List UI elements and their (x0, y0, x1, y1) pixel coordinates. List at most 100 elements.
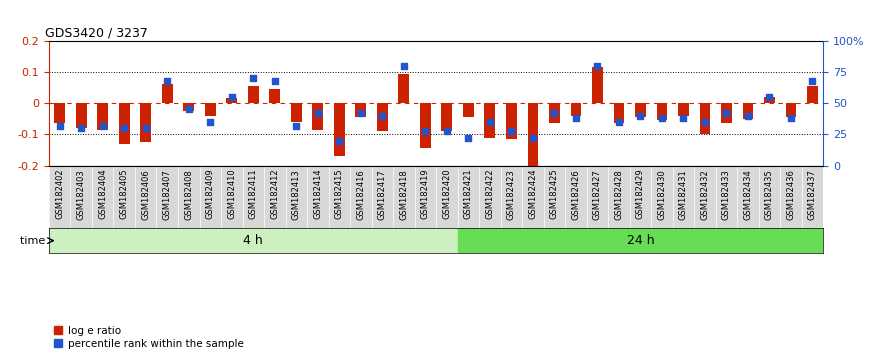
Text: GSM182409: GSM182409 (206, 169, 214, 219)
Bar (377, 103, 388, 131)
Text: GSM182410: GSM182410 (227, 169, 236, 219)
Point (719, 110, 733, 116)
Bar (334, 103, 344, 156)
Text: GSM182435: GSM182435 (765, 169, 774, 219)
Point (353, 110, 368, 116)
Point (247, 75, 261, 81)
Point (763, 94, 777, 100)
Text: GSM182432: GSM182432 (700, 169, 709, 219)
Text: GSM182437: GSM182437 (808, 169, 817, 219)
Point (634, 113, 648, 119)
Bar (291, 103, 302, 122)
Text: GSM182425: GSM182425 (550, 169, 559, 219)
Bar (312, 103, 323, 130)
Text: 4 h: 4 h (243, 234, 263, 247)
Point (440, 128, 454, 133)
Point (590, 63, 604, 69)
Bar (635, 103, 646, 117)
Bar (549, 103, 560, 124)
Bar (76, 103, 86, 128)
Point (332, 138, 346, 143)
Point (376, 113, 390, 119)
Point (139, 125, 153, 131)
Text: GSM182416: GSM182416 (356, 169, 365, 219)
Point (805, 78, 820, 84)
Point (698, 119, 712, 125)
Point (74, 125, 88, 131)
Text: GSM182402: GSM182402 (55, 169, 64, 219)
Bar (119, 103, 130, 144)
Point (676, 115, 691, 121)
Text: GSM182405: GSM182405 (120, 169, 129, 219)
Text: GSM182414: GSM182414 (313, 169, 322, 219)
Text: GSM182431: GSM182431 (679, 169, 688, 219)
Text: GSM182423: GSM182423 (507, 169, 516, 219)
Bar (786, 103, 797, 117)
Text: GSM182404: GSM182404 (98, 169, 107, 219)
Text: GSM182406: GSM182406 (142, 169, 150, 219)
Bar (506, 103, 517, 139)
Bar (765, 97, 775, 103)
Bar (592, 67, 603, 103)
Bar (54, 103, 65, 124)
Bar (183, 103, 194, 111)
Bar (270, 89, 280, 103)
Point (117, 125, 132, 131)
Text: GSM182407: GSM182407 (163, 169, 172, 219)
Bar (678, 103, 689, 116)
Bar (49, 228, 457, 253)
Bar (226, 98, 237, 103)
Text: GSM182418: GSM182418 (400, 169, 409, 219)
Text: GSM182436: GSM182436 (787, 169, 796, 219)
Point (569, 115, 583, 121)
Point (182, 107, 196, 112)
Text: GSM182420: GSM182420 (442, 169, 451, 219)
Bar (657, 103, 668, 120)
Bar (484, 103, 495, 138)
Bar (141, 103, 151, 142)
Legend: log e ratio, percentile rank within the sample: log e ratio, percentile rank within the … (54, 326, 244, 349)
Text: GSM182426: GSM182426 (571, 169, 580, 219)
Bar (807, 86, 818, 103)
Point (268, 78, 282, 84)
Text: GSM182424: GSM182424 (529, 169, 538, 219)
Point (418, 128, 433, 133)
Text: GSM182412: GSM182412 (271, 169, 279, 219)
Point (203, 119, 217, 125)
Bar (355, 103, 366, 117)
Point (482, 119, 497, 125)
Point (547, 110, 562, 116)
Point (289, 123, 303, 129)
Bar (528, 103, 538, 166)
Bar (742, 103, 753, 119)
Text: time: time (20, 236, 49, 246)
Point (397, 63, 411, 69)
Text: GSM182408: GSM182408 (184, 169, 193, 219)
Point (784, 115, 798, 121)
Point (740, 113, 755, 119)
Bar (162, 84, 173, 103)
Bar (700, 103, 710, 135)
Point (224, 94, 239, 100)
Text: GSM182428: GSM182428 (614, 169, 623, 219)
Text: GSM182413: GSM182413 (292, 169, 301, 219)
Bar (463, 103, 473, 117)
Text: GSM182411: GSM182411 (249, 169, 258, 219)
Bar (248, 86, 259, 103)
Bar (441, 103, 452, 131)
Text: GSM182434: GSM182434 (743, 169, 752, 219)
Point (655, 115, 669, 121)
Text: GSM182427: GSM182427 (593, 169, 602, 219)
Bar (721, 103, 732, 124)
Text: GSM182415: GSM182415 (335, 169, 344, 219)
Text: GSM182417: GSM182417 (378, 169, 387, 219)
Point (505, 128, 519, 133)
Point (95, 123, 109, 129)
Point (53, 123, 67, 129)
Text: GSM182433: GSM182433 (722, 169, 731, 219)
Text: GDS3420 / 3237: GDS3420 / 3237 (45, 27, 148, 40)
Text: GSM182430: GSM182430 (658, 169, 667, 219)
Text: GSM182422: GSM182422 (485, 169, 494, 219)
Bar (457, 228, 823, 253)
Point (611, 119, 626, 125)
